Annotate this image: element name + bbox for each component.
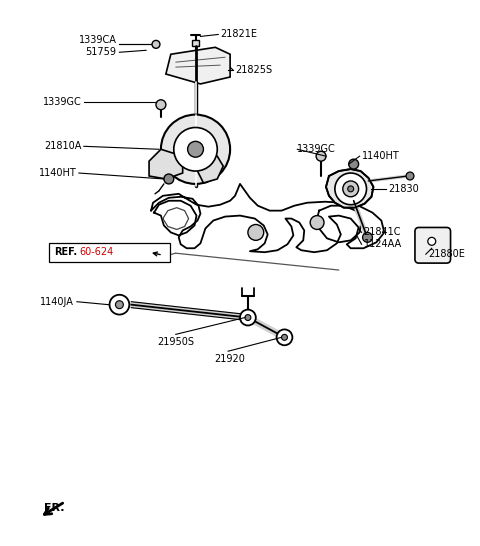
Text: 1339GC: 1339GC	[43, 97, 82, 107]
Circle shape	[348, 186, 354, 192]
Circle shape	[164, 174, 174, 184]
Circle shape	[362, 233, 372, 242]
Circle shape	[161, 115, 230, 184]
Text: 21920: 21920	[215, 354, 246, 364]
Circle shape	[310, 216, 324, 229]
Polygon shape	[192, 40, 200, 46]
FancyBboxPatch shape	[49, 244, 170, 262]
Circle shape	[343, 181, 359, 197]
Text: 51759: 51759	[85, 48, 117, 57]
Text: 21810A: 21810A	[45, 141, 82, 151]
Text: 1339CA: 1339CA	[79, 35, 117, 45]
Circle shape	[245, 314, 251, 321]
Text: 60-624: 60-624	[79, 247, 113, 257]
Circle shape	[152, 40, 160, 48]
Text: REF.: REF.	[54, 247, 77, 257]
Text: FR.: FR.	[44, 502, 65, 513]
Text: 21950S: 21950S	[157, 337, 194, 347]
Circle shape	[406, 172, 414, 180]
Circle shape	[116, 301, 123, 308]
Polygon shape	[197, 149, 223, 183]
Text: 1339GC: 1339GC	[297, 144, 336, 155]
Circle shape	[240, 310, 256, 325]
Circle shape	[174, 128, 217, 171]
Circle shape	[281, 334, 288, 340]
Polygon shape	[326, 169, 373, 207]
Circle shape	[109, 295, 129, 314]
Text: 1140HT: 1140HT	[39, 168, 77, 178]
Text: 1140HT: 1140HT	[361, 151, 399, 161]
Polygon shape	[149, 149, 183, 179]
Text: 1124AA: 1124AA	[363, 239, 402, 250]
Polygon shape	[166, 48, 230, 84]
Text: 21880E: 21880E	[428, 249, 465, 259]
Text: 1140JA: 1140JA	[40, 296, 74, 307]
Circle shape	[276, 329, 292, 345]
Circle shape	[188, 141, 204, 157]
Circle shape	[248, 224, 264, 240]
FancyBboxPatch shape	[415, 228, 451, 263]
Circle shape	[335, 173, 367, 205]
Circle shape	[349, 159, 359, 169]
Circle shape	[316, 151, 326, 161]
Text: 21825S: 21825S	[235, 65, 272, 75]
Circle shape	[428, 238, 436, 245]
Text: 21821E: 21821E	[220, 29, 257, 39]
Circle shape	[156, 100, 166, 110]
Text: 21841C: 21841C	[363, 228, 401, 238]
Text: 21830: 21830	[388, 184, 419, 194]
